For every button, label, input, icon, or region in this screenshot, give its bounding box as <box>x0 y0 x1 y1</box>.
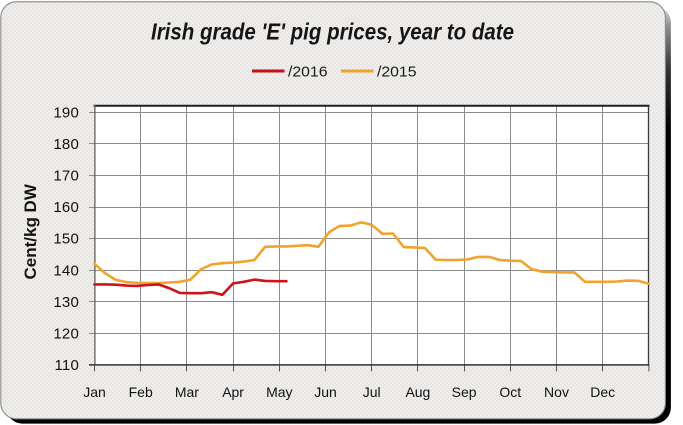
svg-text:Sep: Sep <box>452 384 477 400</box>
svg-text:Cent/kg DW: Cent/kg DW <box>21 183 40 279</box>
svg-text:/2016: /2016 <box>288 63 328 80</box>
svg-text:Dec: Dec <box>590 384 615 400</box>
svg-text:Mar: Mar <box>175 384 199 400</box>
svg-text:Jul: Jul <box>363 384 381 400</box>
svg-text:150: 150 <box>53 231 79 248</box>
svg-text:May: May <box>266 384 292 400</box>
svg-text:Aug: Aug <box>405 384 430 400</box>
svg-text:Feb: Feb <box>129 384 153 400</box>
svg-text:120: 120 <box>53 326 79 343</box>
svg-text:180: 180 <box>53 136 79 153</box>
svg-text:110: 110 <box>54 357 79 374</box>
svg-text:Oct: Oct <box>499 384 521 400</box>
svg-text:Jan: Jan <box>83 384 106 400</box>
svg-text:170: 170 <box>53 168 79 185</box>
svg-text:/2015: /2015 <box>377 63 417 80</box>
svg-text:Irish grade 'E' pig prices, ye: Irish grade 'E' pig prices, year to date <box>151 19 514 45</box>
svg-text:Nov: Nov <box>544 384 569 400</box>
svg-text:Jun: Jun <box>314 384 337 400</box>
svg-text:190: 190 <box>53 104 79 121</box>
svg-text:Apr: Apr <box>222 384 244 400</box>
svg-text:160: 160 <box>53 199 79 216</box>
svg-text:140: 140 <box>53 262 79 279</box>
svg-text:130: 130 <box>53 294 79 311</box>
